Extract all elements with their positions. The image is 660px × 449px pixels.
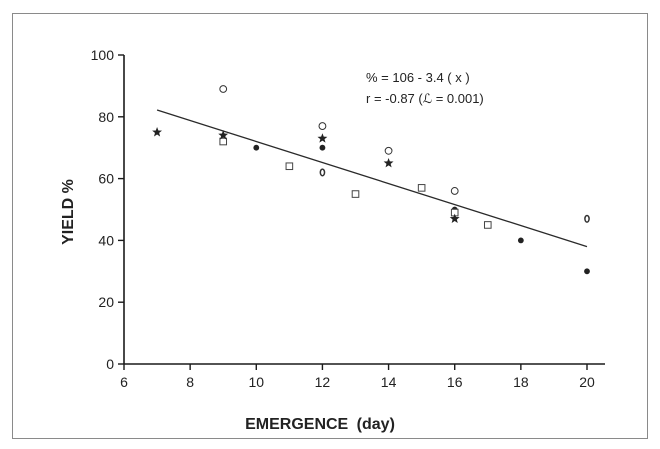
x-tick-label: 12 xyxy=(315,374,331,390)
x-tick-label: 10 xyxy=(248,374,264,390)
point-open-square xyxy=(417,184,426,192)
x-axis-label: EMERGENCE (day) xyxy=(245,416,395,433)
y-axis-label: YIELD % xyxy=(60,179,77,245)
point-open-square xyxy=(351,190,360,198)
x-tick-label: 6 xyxy=(120,374,128,390)
point-filled-circle xyxy=(253,144,260,151)
x-tick-label: 14 xyxy=(381,374,397,390)
x-tick-label: 8 xyxy=(186,374,194,390)
axes xyxy=(123,55,605,365)
point-open-square xyxy=(219,137,228,146)
point-filled-circle xyxy=(319,144,326,151)
y-tick-label: 60 xyxy=(98,171,114,187)
ticks: 0 20 40 60 80 100 6 8 10 12 14 16 18 20 xyxy=(91,47,595,390)
point-open-circle xyxy=(450,187,459,195)
point-star xyxy=(449,213,460,223)
point-star xyxy=(218,130,229,140)
point-open-circle xyxy=(384,146,393,155)
point-filled-circle xyxy=(584,268,590,275)
x-axis-label-unit: (day) xyxy=(357,416,395,433)
point-open-square xyxy=(285,162,294,171)
data-points xyxy=(152,85,590,275)
x-tick-label: 18 xyxy=(513,374,529,390)
point-zero-glyph xyxy=(584,214,590,223)
y-tick-label: 40 xyxy=(98,232,114,248)
point-filled-circle xyxy=(517,237,524,244)
point-star xyxy=(383,157,394,168)
point-open-circle xyxy=(219,85,228,93)
point-open-square xyxy=(483,221,492,229)
equation-annotation: % = 106 - 3.4 ( x ) xyxy=(366,70,470,85)
y-tick-label: 20 xyxy=(98,294,114,310)
x-tick-label: 16 xyxy=(447,374,463,390)
point-star xyxy=(152,127,163,137)
point-zero-glyph xyxy=(319,168,326,177)
point-star xyxy=(317,133,328,143)
chart-frame xyxy=(12,13,648,439)
x-tick-label: 20 xyxy=(579,374,595,390)
y-tick-label: 0 xyxy=(106,356,114,372)
correlation-annotation: r = -0.87 (ℒ = 0.001) xyxy=(366,91,484,106)
regression-line xyxy=(156,109,588,248)
point-open-circle xyxy=(318,122,327,130)
x-axis-label-text: EMERGENCE xyxy=(245,416,348,433)
y-tick-label: 100 xyxy=(91,47,115,63)
y-tick-label: 80 xyxy=(98,109,114,125)
